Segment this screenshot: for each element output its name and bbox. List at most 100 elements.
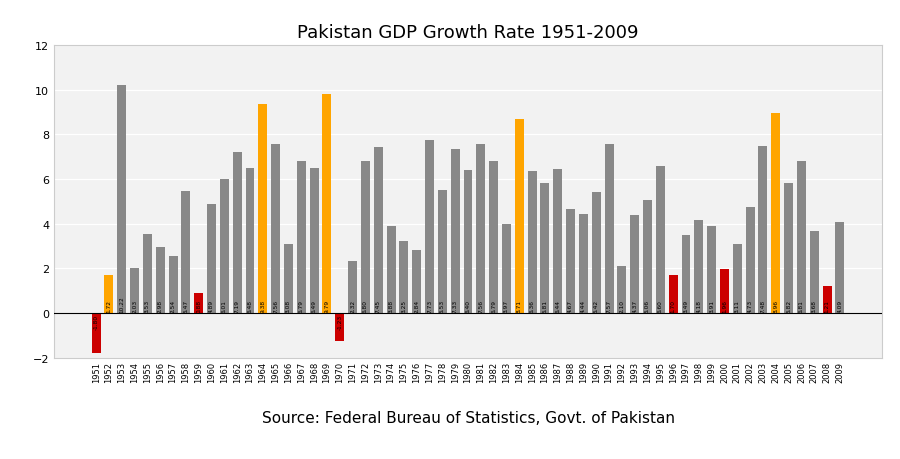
Text: 0.88: 0.88 [196, 299, 202, 312]
Bar [579, 214, 588, 313]
Text: 6.49: 6.49 [311, 299, 317, 312]
Text: 4.18: 4.18 [697, 299, 701, 312]
Text: 5.82: 5.82 [786, 299, 791, 312]
Text: 1.21: 1.21 [824, 299, 830, 312]
Text: -1.80: -1.80 [94, 314, 99, 330]
Text: 6.81: 6.81 [799, 299, 804, 312]
Text: 7.73: 7.73 [427, 299, 432, 312]
Bar [823, 286, 832, 313]
Bar [490, 162, 498, 313]
Bar [271, 145, 280, 313]
Bar [425, 141, 434, 313]
Text: 5.06: 5.06 [645, 299, 650, 312]
Text: 4.67: 4.67 [568, 299, 573, 312]
Bar [220, 179, 229, 313]
Bar [130, 268, 140, 313]
Text: 4.09: 4.09 [837, 299, 842, 312]
Text: 5.81: 5.81 [543, 299, 547, 312]
Bar [771, 114, 780, 313]
Text: 6.36: 6.36 [529, 299, 535, 312]
Bar [194, 294, 203, 313]
Title: Pakistan GDP Growth Rate 1951-2009: Pakistan GDP Growth Rate 1951-2009 [297, 23, 639, 42]
Text: 3.49: 3.49 [683, 299, 688, 312]
Text: 7.56: 7.56 [478, 299, 483, 312]
Bar [348, 262, 357, 313]
Text: 3.25: 3.25 [401, 299, 407, 312]
Text: 4.37: 4.37 [632, 299, 637, 312]
Bar [669, 275, 678, 313]
Text: 4.44: 4.44 [580, 299, 586, 312]
Text: 6.01: 6.01 [222, 299, 227, 312]
Text: 2.32: 2.32 [350, 299, 356, 312]
Bar [374, 147, 382, 313]
Bar [502, 225, 511, 313]
Bar [143, 235, 152, 313]
Bar [284, 245, 293, 313]
Bar [361, 162, 370, 313]
Bar [694, 220, 703, 313]
Bar [591, 193, 600, 313]
Text: 6.44: 6.44 [555, 299, 561, 312]
Text: 3.08: 3.08 [286, 299, 291, 312]
Text: 3.91: 3.91 [709, 299, 714, 312]
Text: 2.03: 2.03 [132, 299, 137, 312]
Text: 6.79: 6.79 [299, 299, 304, 312]
Bar [297, 162, 306, 313]
Bar [387, 227, 395, 313]
Text: 2.84: 2.84 [414, 299, 419, 312]
Text: 5.47: 5.47 [184, 299, 188, 312]
Text: 7.19: 7.19 [235, 299, 239, 312]
Text: 3.97: 3.97 [504, 299, 509, 312]
Bar [554, 170, 562, 313]
Bar [336, 313, 345, 341]
Bar [759, 147, 768, 313]
Text: 7.33: 7.33 [453, 299, 458, 312]
Bar [784, 184, 793, 313]
Text: 1.72: 1.72 [106, 299, 112, 312]
Bar [92, 313, 101, 353]
Bar [707, 226, 716, 313]
Bar [527, 172, 536, 313]
Bar [541, 184, 549, 313]
Text: 7.48: 7.48 [760, 299, 765, 312]
Text: 9.38: 9.38 [260, 299, 265, 312]
Text: 1.70: 1.70 [670, 299, 676, 312]
Text: 8.71: 8.71 [517, 299, 522, 312]
Text: 7.45: 7.45 [375, 299, 381, 312]
Text: 2.98: 2.98 [158, 299, 163, 312]
Bar [733, 244, 742, 313]
Text: 10.22: 10.22 [120, 296, 124, 312]
Bar [630, 216, 639, 313]
Bar [310, 169, 319, 313]
Text: 3.11: 3.11 [734, 299, 740, 312]
Bar [656, 166, 665, 313]
Text: 4.73: 4.73 [748, 299, 752, 312]
Bar [207, 204, 216, 313]
Text: Source: Federal Bureau of Statistics, Govt. of Pakistan: Source: Federal Bureau of Statistics, Go… [262, 410, 674, 425]
Text: 5.53: 5.53 [440, 299, 445, 312]
Bar [451, 150, 460, 313]
Text: 3.53: 3.53 [145, 299, 150, 312]
Bar [412, 250, 421, 313]
Bar [464, 171, 472, 313]
Text: 1.96: 1.96 [722, 299, 727, 312]
Bar [720, 270, 729, 313]
Bar [566, 209, 575, 313]
Bar [400, 241, 409, 313]
Bar [182, 191, 191, 313]
Text: 7.56: 7.56 [274, 299, 278, 312]
Text: -1.23: -1.23 [338, 314, 342, 330]
Text: 6.60: 6.60 [658, 299, 662, 312]
Bar [515, 119, 524, 313]
Bar [104, 275, 113, 313]
Text: 6.48: 6.48 [248, 299, 253, 312]
Text: 3.88: 3.88 [389, 299, 393, 312]
Text: 4.89: 4.89 [209, 299, 214, 312]
Bar [643, 201, 652, 313]
Bar [117, 85, 126, 313]
Bar [810, 231, 819, 313]
Bar [681, 235, 690, 313]
Bar [156, 247, 165, 313]
Text: 8.96: 8.96 [773, 299, 778, 312]
Bar [258, 104, 267, 313]
